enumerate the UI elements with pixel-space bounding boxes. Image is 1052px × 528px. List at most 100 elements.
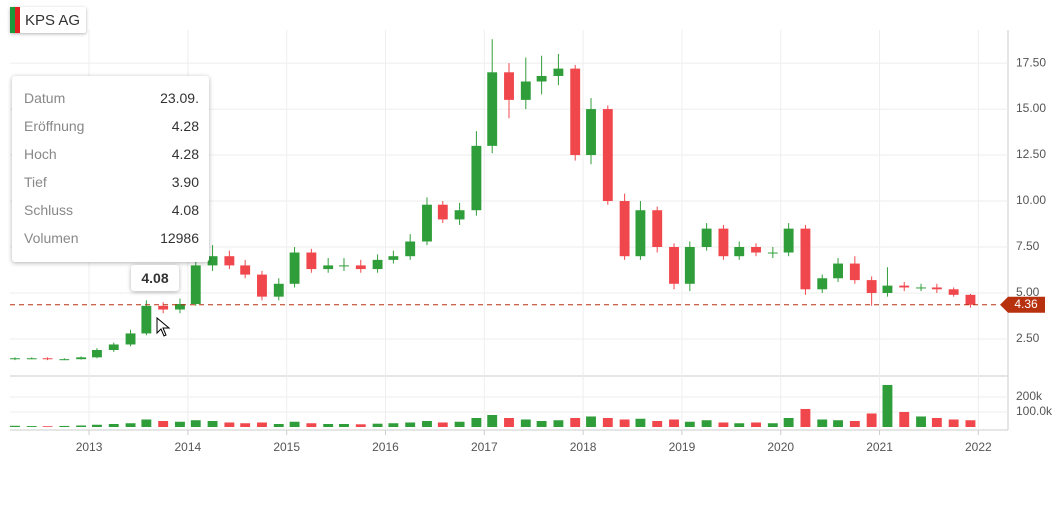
candle-body (92, 349, 102, 358)
title-box: KPS AG (10, 7, 87, 33)
candle-body (520, 81, 531, 100)
candle-body (289, 252, 300, 284)
volume-bar (405, 422, 416, 427)
chart-title: KPS AG (25, 11, 81, 29)
volume-bar (916, 416, 926, 427)
candle-body (817, 278, 828, 290)
candle-body (224, 256, 235, 266)
candle-body (487, 72, 498, 146)
candle-body (866, 280, 877, 293)
candle-body (652, 210, 663, 248)
tooltip-value: 4.28 (171, 118, 199, 134)
candle-body (635, 210, 646, 257)
candle-body (833, 263, 843, 279)
volume-bar (273, 423, 284, 427)
candle-body (800, 228, 811, 290)
volume-bar (965, 420, 976, 427)
volume-bar (454, 421, 465, 427)
tooltip-label: Hoch (24, 146, 57, 162)
flag (10, 7, 20, 33)
volume-bar (323, 423, 334, 427)
volume-bar (783, 417, 794, 427)
candle-body (108, 344, 119, 350)
y-tick-label: 12.50 (1016, 147, 1046, 161)
volume-bar (42, 426, 53, 427)
candle-body (339, 265, 349, 267)
candle-body (916, 287, 926, 289)
volume-bar (76, 425, 87, 427)
volume-bar (669, 419, 679, 427)
candle-body (207, 256, 218, 266)
volume-tick-label: 100.0k (1016, 404, 1052, 418)
volume-bar (767, 423, 778, 427)
candle-body (669, 247, 679, 284)
volume-bar (257, 422, 267, 427)
candle-body (948, 289, 959, 295)
volume-bar (190, 420, 201, 427)
candle-body (273, 283, 284, 297)
tooltip-label: Schluss (24, 202, 74, 218)
volume-bar (652, 420, 663, 427)
y-tick-label: 2.50 (1016, 331, 1040, 345)
candle-body (240, 265, 251, 275)
x-tick-label: 2016 (372, 440, 399, 454)
candle-body (26, 358, 37, 360)
candle-body (158, 305, 169, 310)
volume-bar (388, 423, 399, 427)
tooltip: Datum 23.09. Eröffnung 4.28 Hoch 4.28 Tief 3.90… (12, 76, 209, 262)
x-tick-label: 2015 (273, 440, 300, 454)
tooltip-label: Datum (24, 90, 66, 106)
candle-body (76, 357, 87, 360)
tooltip-label: Eröffnung (24, 118, 85, 134)
candle-body (570, 68, 581, 156)
x-tick-label: 2020 (767, 440, 794, 454)
candle-body (141, 305, 152, 334)
candle-body (437, 204, 448, 220)
tooltip-value: 3.90 (171, 174, 199, 190)
tooltip-row: Datum 23.09. (24, 84, 199, 112)
volume-bar (504, 417, 514, 427)
volume-bar (536, 420, 547, 427)
volume-bar (422, 420, 432, 427)
volume-bar (487, 414, 498, 427)
volume-bar (833, 420, 843, 427)
tooltip-row: Volumen 12986 (24, 224, 199, 252)
y-tick-label: 15.00 (1016, 101, 1046, 115)
volume-bar (224, 422, 235, 427)
candle-body (257, 274, 267, 297)
volume-bar (158, 420, 169, 427)
volume-bar (372, 423, 383, 427)
volume-bar (882, 384, 893, 427)
volume-bar (306, 423, 317, 427)
candle-body (536, 75, 547, 82)
volume-bar (92, 424, 102, 427)
volume-bar (520, 419, 531, 427)
candle-body (767, 252, 778, 254)
volume-bar (289, 421, 300, 427)
candle-body (718, 228, 729, 257)
y-tick-label: 17.50 (1016, 55, 1046, 69)
candle-body (42, 358, 53, 360)
last-price-tag (1000, 296, 1045, 313)
tooltip-value: 23.09. (160, 90, 199, 106)
candle-body (602, 109, 613, 202)
volume-bar (602, 417, 613, 427)
candle-body (504, 72, 514, 100)
candle-body (931, 287, 942, 290)
cursor (156, 316, 171, 337)
candle-body (422, 204, 432, 242)
y-tick-label: 7.50 (1016, 239, 1040, 253)
x-tick-label: 2017 (471, 440, 498, 454)
candle-body (849, 263, 860, 281)
volume-bar (948, 419, 959, 427)
volume-bar (800, 408, 811, 427)
volume-bar (553, 420, 564, 427)
volume-bar (684, 421, 695, 427)
volume-bar (751, 422, 761, 427)
tooltip-label: Volumen (24, 230, 79, 246)
volume-bar (59, 425, 70, 427)
volume-bar (849, 420, 860, 427)
candle-body (190, 265, 201, 305)
tooltip-row: Hoch 4.28 (24, 140, 199, 168)
